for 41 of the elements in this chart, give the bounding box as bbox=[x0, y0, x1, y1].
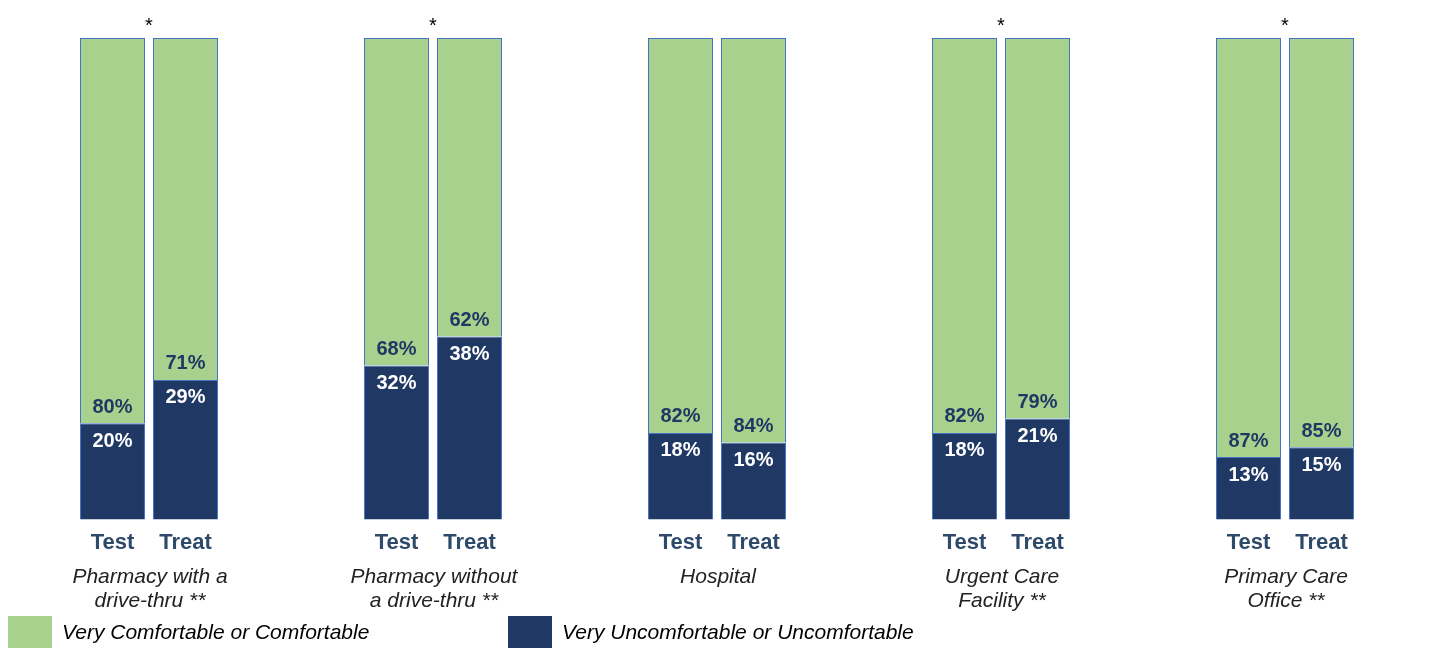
data-label: 13% bbox=[1228, 462, 1269, 485]
text: * bbox=[997, 13, 1006, 36]
data-label: 84% bbox=[733, 414, 774, 437]
data-label: 82% bbox=[660, 404, 701, 427]
text: * bbox=[429, 13, 438, 36]
data-label: 38% bbox=[449, 342, 490, 365]
data-label: 87% bbox=[1228, 428, 1269, 451]
x-tick-label: Treat bbox=[159, 528, 213, 554]
x-axis-title: Primary Care Office ** bbox=[1223, 564, 1349, 612]
data-label: 15% bbox=[1301, 452, 1342, 475]
text: * bbox=[145, 13, 154, 36]
x-tick-label: Test bbox=[1226, 528, 1271, 554]
x-tick-label: Test bbox=[90, 528, 135, 554]
data-label: 16% bbox=[733, 448, 774, 471]
data-label: 85% bbox=[1301, 418, 1342, 441]
data-label: 71% bbox=[165, 351, 206, 374]
data-label: 79% bbox=[1017, 389, 1058, 412]
x-axis-title: Hospital bbox=[679, 564, 758, 588]
data-label: 32% bbox=[376, 371, 417, 393]
x-axis-title: Urgent Care Facility ** bbox=[943, 564, 1061, 612]
data-label: 18% bbox=[660, 438, 701, 461]
data-label: 80% bbox=[92, 394, 133, 417]
legend-label: Very Uncomfortable or Uncomfortable bbox=[562, 620, 914, 644]
data-label: 29% bbox=[165, 385, 206, 408]
x-axis-title: Pharmacy with a drive-thru ** bbox=[71, 564, 229, 612]
x-tick-label: Test bbox=[658, 528, 703, 554]
data-label: 62% bbox=[449, 308, 490, 331]
x-tick-label: Test bbox=[942, 528, 987, 554]
data-label: 82% bbox=[944, 404, 985, 427]
x-tick-label: Treat bbox=[1011, 528, 1065, 554]
x-axis-title: Pharmacy without a drive-thru ** bbox=[349, 564, 519, 612]
data-label: 18% bbox=[944, 438, 985, 461]
data-label: 20% bbox=[92, 428, 133, 451]
x-tick-label: Test bbox=[374, 528, 419, 554]
legend-label: Very Comfortable or Comfortable bbox=[62, 620, 370, 644]
x-tick-label: Treat bbox=[443, 528, 497, 554]
x-tick-label: Treat bbox=[727, 528, 781, 554]
data-label: 21% bbox=[1017, 423, 1058, 446]
text: * bbox=[1281, 13, 1290, 36]
x-tick-label: Treat bbox=[1295, 528, 1349, 554]
data-label: 68% bbox=[376, 337, 417, 359]
